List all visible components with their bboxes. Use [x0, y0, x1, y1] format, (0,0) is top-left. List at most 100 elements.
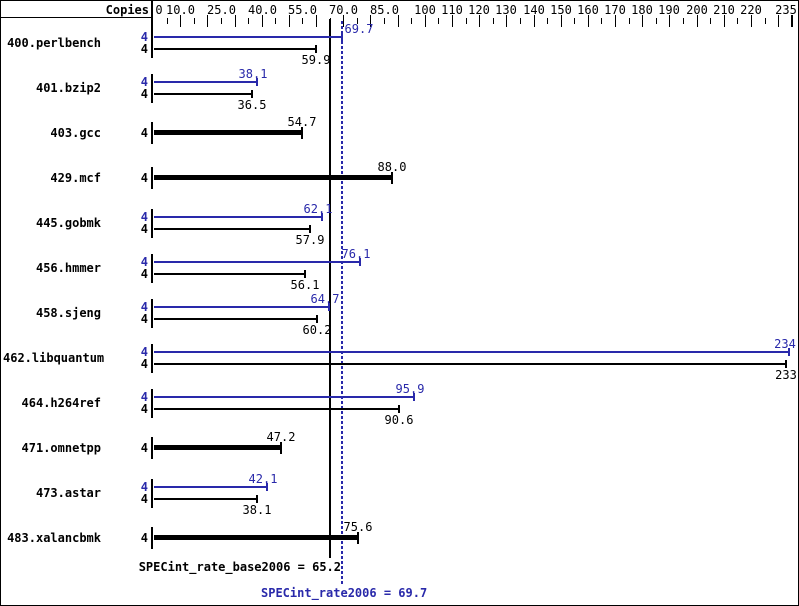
- axis-tick-label: 40.0: [248, 3, 277, 17]
- peak-bar: [154, 396, 414, 398]
- axis-tick: [194, 18, 195, 24]
- axis-origin-line: [151, 1, 153, 29]
- axis-tick-label: 160: [577, 3, 599, 17]
- axis-tick-label: 110: [441, 3, 463, 17]
- axis-segment: [151, 437, 153, 459]
- axis-tick: [221, 18, 222, 24]
- bar-end-tick: [256, 78, 258, 86]
- axis-tick: [384, 18, 385, 24]
- axis-tick: [275, 18, 276, 24]
- bar-end-tick: [316, 315, 318, 323]
- copies-value-peak: 4: [140, 345, 148, 359]
- axis-tick: [588, 15, 589, 27]
- axis-tick: [656, 18, 657, 24]
- benchmark-label: 462.libquantum: [3, 351, 105, 365]
- peak-bar: [154, 306, 329, 308]
- single-bar: [154, 175, 392, 180]
- bar-end-tick: [359, 258, 361, 266]
- bar-end-tick: [321, 213, 323, 221]
- single-bar: [154, 535, 358, 540]
- bar-end-tick: [301, 127, 303, 139]
- axis-tick-label: 150: [550, 3, 572, 17]
- copies-value-peak: 4: [140, 210, 148, 224]
- axis-tick-label: 85.0: [370, 3, 399, 17]
- axis-tick: [248, 18, 249, 24]
- base-value-label: 90.6: [384, 413, 414, 427]
- axis-tick-label: 180: [631, 3, 653, 17]
- axis-tick: [751, 15, 752, 27]
- base-value-label: 36.5: [237, 98, 267, 112]
- copies-value-base: 4: [140, 171, 148, 185]
- base-bar: [154, 93, 252, 95]
- bar-end-tick: [309, 225, 311, 233]
- axis-tick-label: 130: [495, 3, 517, 17]
- peak-bar: [154, 486, 267, 488]
- copies-value-base: 4: [140, 87, 148, 101]
- axis-tick: [601, 18, 602, 24]
- axis-tick: [697, 15, 698, 27]
- bar-end-tick: [328, 303, 330, 311]
- base-value-label: 59.9: [301, 53, 331, 67]
- axis-tick: [207, 15, 208, 27]
- axis-tick: [180, 15, 181, 27]
- bar-end-tick: [391, 172, 393, 184]
- copies-value-base: 4: [140, 357, 148, 371]
- benchmark-label: 458.sjeng: [35, 306, 101, 320]
- axis-tick: [235, 15, 236, 27]
- base-value-label: 75.6: [343, 520, 373, 534]
- axis-tick: [737, 18, 738, 24]
- axis-tick: [262, 15, 263, 27]
- base-value-label: 47.2: [266, 430, 296, 444]
- bar-end-tick: [785, 360, 787, 368]
- axis-tick: [493, 18, 494, 24]
- axis-segment: [151, 479, 153, 508]
- benchmark-label: 445.gobmk: [35, 216, 101, 230]
- axis-segment: [151, 122, 153, 144]
- peak-bar: [154, 81, 257, 83]
- peak-value-label: 234: [774, 337, 796, 351]
- base-bar: [154, 228, 310, 230]
- bar-end-tick: [398, 405, 400, 413]
- axis-tick: [343, 15, 344, 27]
- copies-value-peak: 4: [140, 300, 148, 314]
- copies-value-base: 4: [140, 126, 148, 140]
- peak-value-label: 69.7: [344, 22, 374, 36]
- base-value-label: 56.1: [290, 278, 320, 292]
- axis-tick-label: 235: [775, 3, 797, 17]
- axis-tick-label: 120: [468, 3, 490, 17]
- base-value-label: 88.0: [377, 160, 407, 174]
- axis-tick-label: 0: [155, 3, 163, 17]
- copies-value-base: 4: [140, 222, 148, 236]
- axis-tick-label: 200: [686, 3, 708, 17]
- axis-tick: [642, 15, 643, 27]
- base-value-label: 233: [775, 368, 797, 382]
- copies-value-base: 4: [140, 42, 148, 56]
- copies-value-peak: 4: [140, 75, 148, 89]
- axis-segment: [151, 344, 153, 373]
- peak-mean-line: [341, 21, 343, 585]
- axis-tick: [724, 15, 725, 27]
- bar-end-tick: [304, 270, 306, 278]
- axis-tick: [479, 15, 480, 27]
- axis-tick-label: 10.0: [166, 3, 195, 17]
- benchmark-label: 400.perlbench: [7, 36, 101, 50]
- peak-value-label: 38.1: [238, 67, 268, 81]
- peak-value-label: 64.7: [310, 292, 340, 306]
- axis-segment: [151, 29, 153, 58]
- benchmark-label: 483.xalancbmk: [7, 531, 101, 545]
- single-bar: [154, 445, 281, 450]
- axis-tick: [574, 18, 575, 24]
- axis-tick-label: 190: [658, 3, 680, 17]
- copies-column-header: Copies: [105, 3, 149, 17]
- axis-tick: [669, 15, 670, 27]
- copies-value-peak: 4: [140, 255, 148, 269]
- bar-end-tick: [413, 393, 415, 401]
- axis-tick: [683, 18, 684, 24]
- single-bar: [154, 130, 302, 135]
- axis-tick: [438, 18, 439, 24]
- benchmark-label: 471.omnetpp: [21, 441, 101, 455]
- axis-tick: [778, 15, 779, 27]
- axis-tick: [452, 15, 453, 27]
- axis-tick-label: 210: [713, 3, 735, 17]
- copies-value-peak: 4: [140, 390, 148, 404]
